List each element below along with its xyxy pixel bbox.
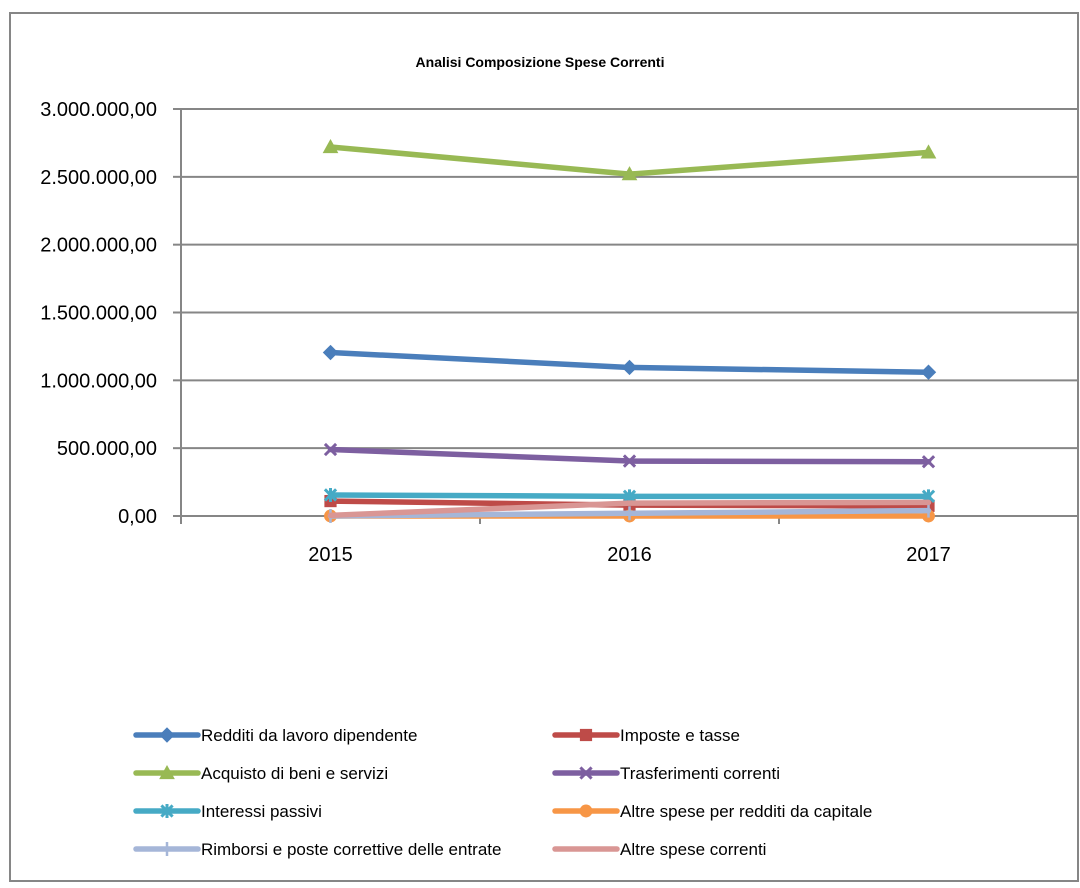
series-line xyxy=(327,499,932,519)
y-tick-label: 0,00 xyxy=(118,506,157,528)
legend-item: Acquisto di beni e servizi xyxy=(133,764,388,783)
chart-frame xyxy=(9,12,1079,882)
legend-label: Acquisto di beni e servizi xyxy=(201,764,388,783)
x-tick-label: 2017 xyxy=(906,544,951,566)
y-tick-label: 2.000.000,00 xyxy=(40,235,157,257)
marker-x xyxy=(921,455,936,469)
series-0 xyxy=(322,344,937,380)
legend-item: Trasferimenti correnti xyxy=(552,764,780,783)
marker-x xyxy=(323,442,338,457)
legend-label: Redditi da lavoro dipendente xyxy=(201,726,417,745)
legend-item: Rimborsi e poste correttive delle entrat… xyxy=(133,840,501,859)
y-tick-label: 500.000,00 xyxy=(57,438,157,460)
legend-label: Imposte e tasse xyxy=(620,726,740,745)
marker-x xyxy=(579,766,593,780)
series-3 xyxy=(323,442,936,469)
series-2 xyxy=(322,138,937,181)
marker-x xyxy=(622,454,637,468)
y-tick-label: 1.000.000,00 xyxy=(40,370,157,392)
chart-title: Analisi Composizione Spese Correnti xyxy=(416,54,665,70)
marker-triangle xyxy=(322,138,339,154)
marker-triangle xyxy=(920,144,937,159)
legend-label: Trasferimenti correnti xyxy=(620,764,780,783)
legend-label: Interessi passivi xyxy=(201,802,322,821)
y-tick-label: 1.500.000,00 xyxy=(40,303,157,325)
legend-item: Redditi da lavoro dipendente xyxy=(133,726,417,745)
marker-diamond xyxy=(322,344,339,361)
axes: 0,00 500.000,00 1.000.000,00 1.500.000,00 2.… xyxy=(40,99,1079,566)
legend-label: Rimborsi e poste correttive delle entrat… xyxy=(201,840,501,859)
series-lines xyxy=(322,138,937,523)
marker-star xyxy=(160,804,174,818)
x-tick-label: 2016 xyxy=(607,544,652,566)
marker-diamond xyxy=(159,727,175,743)
legend-item: Altre spese correnti xyxy=(552,840,766,859)
legend-label: Altre spese per redditi da capitale xyxy=(620,802,872,821)
marker-triangle xyxy=(159,764,175,780)
legend-item: Interessi passivi xyxy=(133,802,322,821)
legend: Redditi da lavoro dipendente Imposte e ta… xyxy=(133,726,872,859)
marker-circle xyxy=(579,804,593,818)
legend-label: Altre spese correnti xyxy=(620,840,766,859)
marker-star xyxy=(323,487,338,502)
legend-item: Altre spese per redditi da capitale xyxy=(552,802,872,821)
y-tick-label: 3.000.000,00 xyxy=(40,99,157,121)
legend-item: Imposte e tasse xyxy=(552,726,740,745)
marker-square xyxy=(579,728,593,742)
marker-diamond xyxy=(920,364,937,380)
marker-triangle xyxy=(621,166,638,181)
series-7 xyxy=(327,499,932,519)
x-tick-label: 2015 xyxy=(308,544,353,566)
y-tick-label: 2.500.000,00 xyxy=(40,167,157,189)
marker-diamond xyxy=(621,359,638,376)
